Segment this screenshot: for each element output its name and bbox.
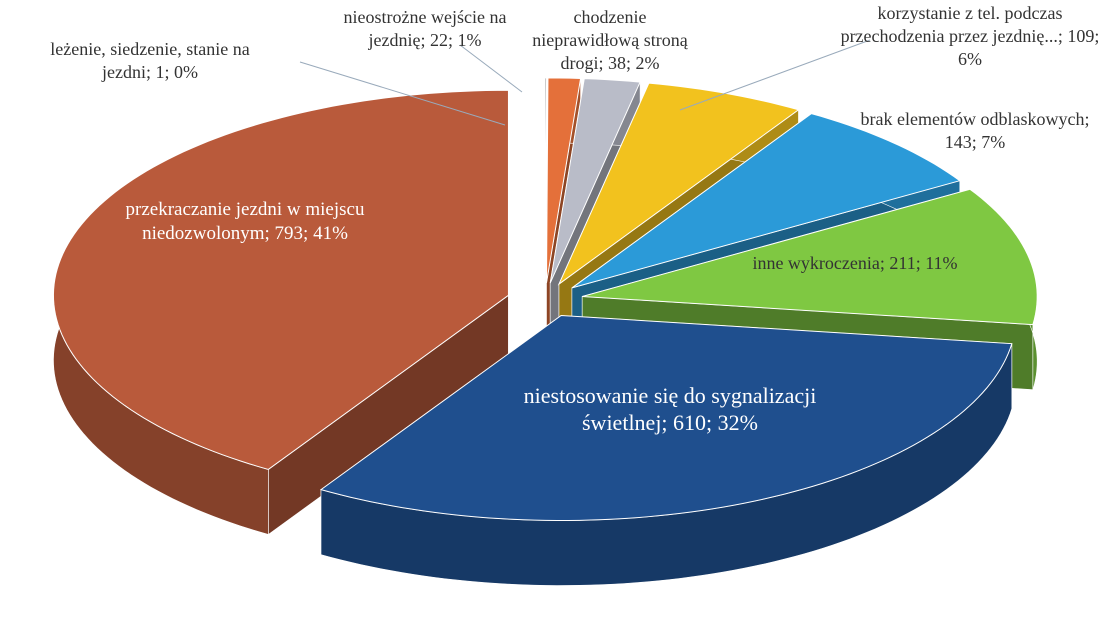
leader-line: [459, 44, 523, 93]
data-label: inne wykroczenia; 211; 11%: [752, 253, 958, 273]
leader-line: [299, 61, 506, 126]
data-label: nieostrożne wejście na jezdnię; 22; 1%: [343, 7, 507, 50]
data-label: chodzenie nieprawidłową stroną drogi; 38…: [532, 7, 688, 73]
slice: [319, 314, 1013, 521]
data-label: brak elementów odblaskowych; 143; 7%: [860, 109, 1090, 152]
data-label: przekraczanie jezdni w miejscu niedozwol…: [125, 199, 365, 244]
data-label: niestosowanie się do sygnalizacji świetl…: [523, 383, 817, 435]
slice: [52, 89, 509, 470]
data-label: korzystanie z tel. podczas przechodzenia…: [840, 3, 1100, 69]
slice: [571, 113, 961, 289]
leader-line: [679, 39, 871, 111]
slice: [544, 77, 548, 283]
data-label: leżenie, siedzenie, stanie na jezdni; 1;…: [50, 39, 250, 82]
slice: [582, 188, 1038, 326]
slice: [549, 78, 641, 284]
slice: [545, 77, 582, 283]
